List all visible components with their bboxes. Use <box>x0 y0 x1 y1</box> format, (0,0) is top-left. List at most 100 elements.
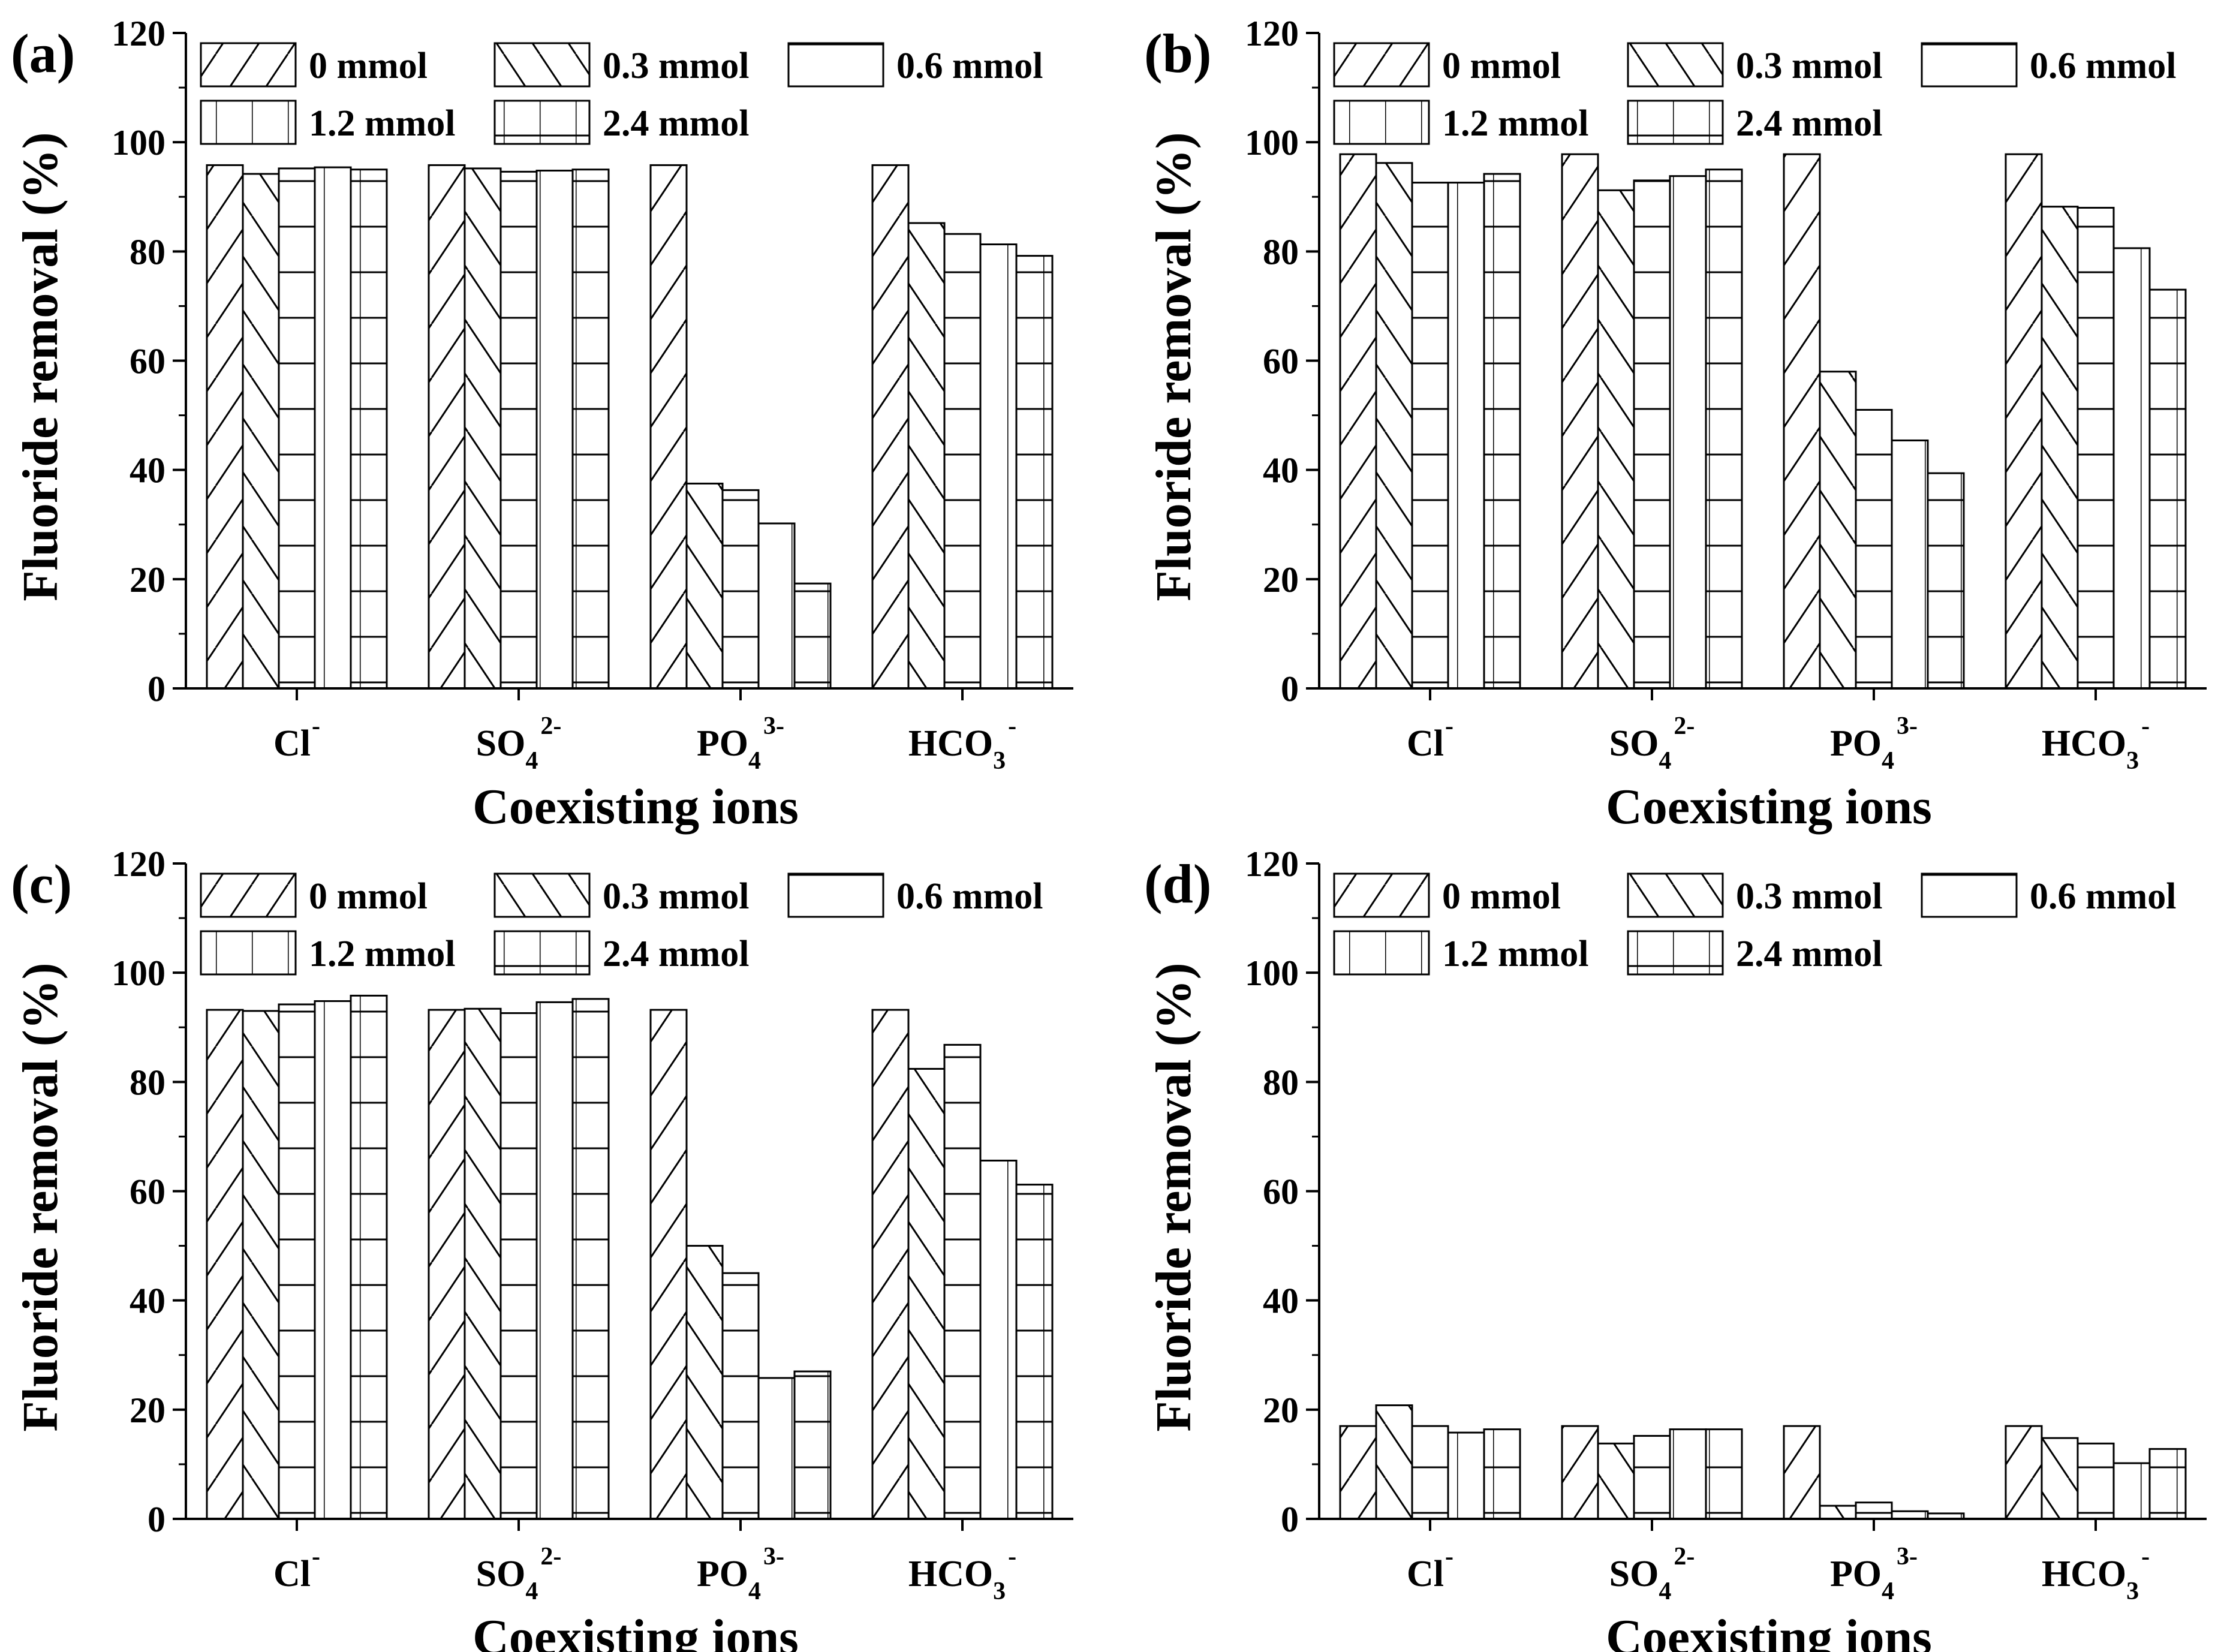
y-tick-label: 100 <box>112 123 165 163</box>
bar <box>721 1272 760 1520</box>
bar <box>943 233 982 690</box>
x-tick-label: HCO3- <box>908 712 1016 775</box>
legend-swatch <box>200 930 297 976</box>
bar <box>1339 153 1377 690</box>
x-tick-label: SO42- <box>476 1543 562 1605</box>
bar <box>793 582 832 690</box>
legend-swatch <box>1921 42 2018 88</box>
bar <box>1633 1435 1671 1520</box>
y-tick-label: 80 <box>1263 1063 1299 1102</box>
bar <box>1015 1184 1054 1520</box>
x-tick-label: SO42- <box>1609 1543 1695 1605</box>
bar <box>1669 1428 1707 1520</box>
bar <box>907 222 946 690</box>
bar <box>2076 206 2115 690</box>
bar <box>2041 206 2079 690</box>
bar <box>1375 1404 1413 1520</box>
bar <box>871 1009 910 1520</box>
bar <box>464 167 502 690</box>
bar <box>979 1159 1018 1520</box>
bar <box>428 1009 466 1520</box>
legend-swatch <box>200 42 297 88</box>
x-tick-label: HCO3- <box>908 1543 1016 1605</box>
y-tick-label: 60 <box>1263 342 1299 381</box>
legend-label: 1.2 mmol <box>309 103 456 144</box>
bar <box>1633 179 1671 690</box>
bar <box>1855 1501 1893 1520</box>
y-tick-label: 40 <box>1263 451 1299 491</box>
y-tick-label: 0 <box>1281 1500 1299 1539</box>
bar <box>1819 371 1857 690</box>
bar <box>2005 1425 2043 1520</box>
x-tick-label: HCO3- <box>2042 1543 2150 1605</box>
bar <box>1483 1428 1521 1520</box>
y-tick-label: 120 <box>1245 14 1299 53</box>
bar <box>757 1377 796 1520</box>
bar <box>314 1000 352 1520</box>
bar <box>206 1009 244 1520</box>
x-axis-title: Coexisting ions <box>1606 1609 1932 1652</box>
chart-panel-b: 0 20 40 60 80 100 120 Cl- SO42- PO43- HCO3- Coexist… <box>1144 14 2207 835</box>
y-tick-label: 80 <box>1263 232 1299 272</box>
legend-label: 0 mmol <box>309 46 428 86</box>
bar <box>1705 1428 1743 1520</box>
y-tick-label: 40 <box>1263 1281 1299 1321</box>
bar <box>1597 189 1635 690</box>
y-tick-label: 100 <box>1245 123 1299 163</box>
bar <box>685 1245 724 1520</box>
y-tick-label: 20 <box>130 560 165 600</box>
legend-label: 0.6 mmol <box>2030 876 2177 917</box>
legend-label: 2.4 mmol <box>603 103 750 144</box>
panel-label: (c) <box>11 853 72 914</box>
bar <box>2148 1448 2187 1520</box>
chart-panel-c: 0 20 40 60 80 100 120 Cl- SO42- PO43- HCO3- Coexist… <box>11 844 1073 1652</box>
bar <box>1783 1425 1821 1520</box>
panel-label: (b) <box>1144 23 1211 84</box>
bar <box>499 170 538 690</box>
y-tick-label: 120 <box>112 844 165 884</box>
legend-swatch <box>493 100 591 145</box>
legend-swatch <box>493 42 591 88</box>
bar <box>793 1370 832 1520</box>
chart-panel-a: 0 20 40 60 80 100 120 Cl- SO42- PO43- HCO3- Coexist… <box>11 14 1073 835</box>
legend-label: 1.2 mmol <box>1442 934 1589 974</box>
bar <box>2076 1442 2115 1520</box>
y-tick-label: 0 <box>1281 669 1299 709</box>
bar <box>278 167 316 690</box>
legend-swatch <box>1627 42 1724 88</box>
legend-label: 2.4 mmol <box>1736 934 1883 974</box>
chart-panel-d: 0 20 40 60 80 100 120 Cl- SO42- PO43- HCO3- Coexist… <box>1144 844 2207 1652</box>
y-tick-label: 20 <box>1263 560 1299 600</box>
bar <box>1597 1442 1635 1520</box>
y-tick-label: 80 <box>130 232 165 272</box>
legend-label: 2.4 mmol <box>603 934 750 974</box>
legend-label: 0.3 mmol <box>1736 46 1883 86</box>
bar <box>649 1009 688 1520</box>
bar <box>1927 472 1965 690</box>
legend-swatch <box>493 930 591 976</box>
y-tick-label: 60 <box>130 1172 165 1212</box>
bar <box>278 1003 316 1520</box>
bar <box>2005 153 2043 690</box>
bar <box>721 489 760 690</box>
legend-label: 1.2 mmol <box>1442 103 1589 144</box>
bar <box>1891 439 1929 690</box>
legend-swatch <box>1333 930 1430 976</box>
bar <box>2112 1462 2151 1520</box>
legend-swatch <box>200 100 297 145</box>
y-tick-label: 60 <box>130 342 165 381</box>
x-tick-label: SO42- <box>1609 712 1695 775</box>
bar <box>314 166 352 690</box>
bar <box>2041 1437 2079 1520</box>
x-tick-label: SO42- <box>476 712 562 775</box>
legend-swatch <box>1627 872 1724 918</box>
y-tick-label: 100 <box>1245 953 1299 993</box>
x-axis-title: Coexisting ions <box>473 1609 799 1652</box>
bar <box>2148 288 2187 690</box>
bar <box>649 164 688 690</box>
bar <box>1783 153 1821 690</box>
y-tick-label: 100 <box>112 953 165 993</box>
bar <box>350 168 388 690</box>
legend-swatch <box>1627 930 1724 976</box>
bar <box>571 168 610 690</box>
